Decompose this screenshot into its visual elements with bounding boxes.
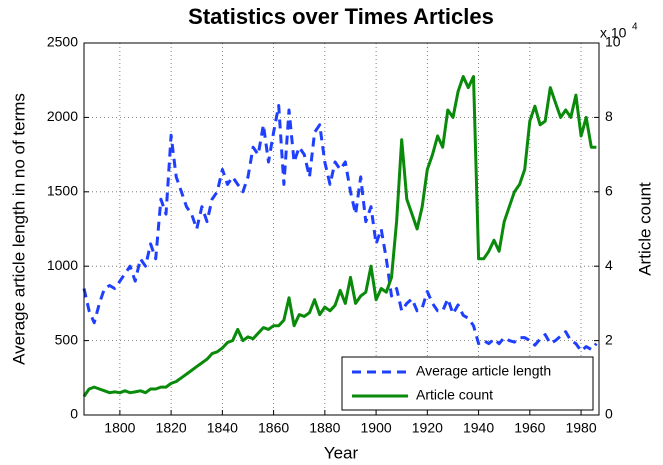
y-tick-label: 2000 [47,108,78,124]
x-tick-label: 1880 [309,420,340,436]
y2-tick-label: 0 [605,406,613,422]
x-tick-label: 1820 [156,420,187,436]
legend-label: Article count [416,387,493,403]
axes-box [83,42,600,416]
chart-title: Statistics over Times Articles [188,4,494,29]
legend-label: Average article length [416,363,551,379]
x-tick-label: 1920 [412,420,443,436]
legend-box [341,356,594,411]
series-line [82,75,597,398]
x-tick-label: 1800 [104,420,135,436]
y2-multiplier-exponent: 4 [632,22,638,33]
x-tick-label: 1900 [361,420,392,436]
y-tick-label: 2500 [47,34,78,50]
x-tick-label: 1860 [258,420,289,436]
x-axis-label: Year [324,443,359,462]
y2-tick-label: 8 [605,108,613,124]
y-axis-label: Average article length in no of terms [9,93,28,365]
plot-area [84,43,599,415]
y2-multiplier: x 10 [600,25,627,41]
y2-tick-label: 4 [605,257,613,273]
y2-tick-label: 10 [605,34,621,50]
x-tick-label: 1940 [463,420,494,436]
series-line [82,104,598,353]
x-tick-label: 1960 [514,420,545,436]
y-tick-label: 1000 [47,257,78,273]
y2-axis-label: Article count [635,182,654,276]
y-tick-label: 1500 [47,183,78,199]
x-tick-label: 1840 [207,420,238,436]
y2-tick-label: 2 [605,331,613,347]
y-tick-label: 500 [55,331,79,347]
x-tick-label: 1980 [565,420,596,436]
y2-tick-label: 6 [605,183,613,199]
y-tick-label: 0 [70,406,78,422]
